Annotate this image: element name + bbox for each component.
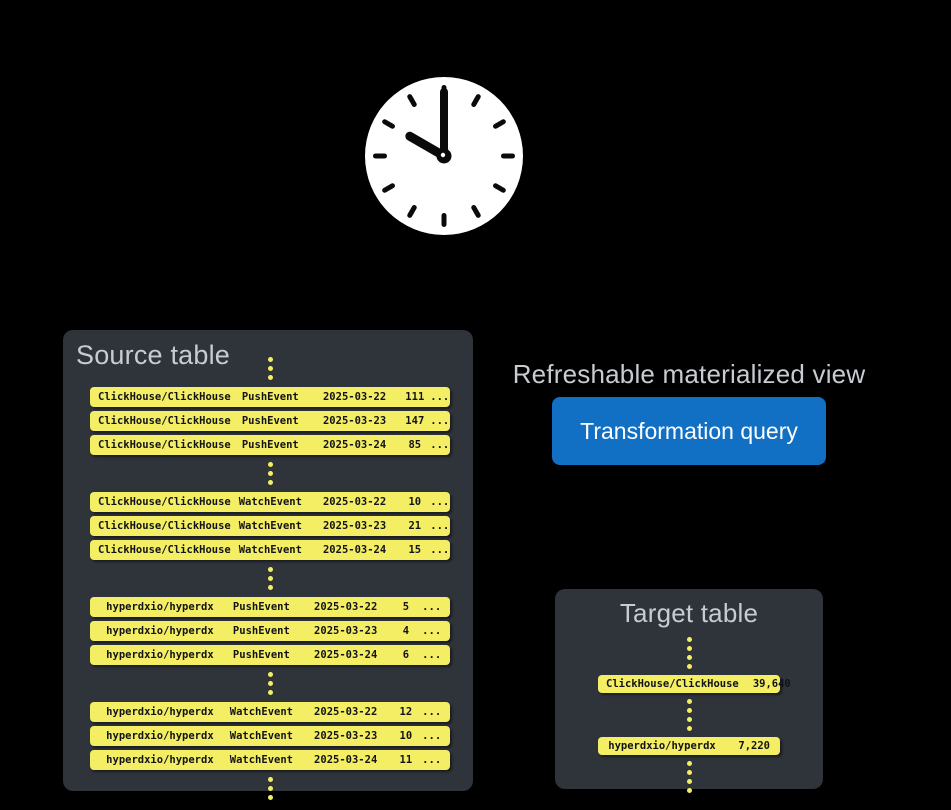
cell-repo: hyperdxio/hyperdx [106, 754, 214, 766]
source-row: ClickHouse/ClickHouse PushEvent 2025-03-… [90, 435, 450, 455]
cell-date: 2025-03-22 [322, 391, 387, 403]
ellipsis-dots [267, 355, 273, 382]
cell-date: 2025-03-22 [314, 706, 378, 718]
cell-more: ... [422, 601, 442, 613]
source-row: hyperdxio/hyperdx PushEvent 2025-03-24 6… [90, 645, 450, 665]
cell-count: 10 [399, 730, 413, 742]
source-row: hyperdxio/hyperdx WatchEvent 2025-03-24 … [90, 750, 450, 770]
source-row: ClickHouse/ClickHouse WatchEvent 2025-03… [90, 492, 450, 512]
ellipsis-dots [267, 670, 273, 697]
cell-date: 2025-03-24 [322, 439, 387, 451]
source-rows-column: ClickHouse/ClickHouse PushEvent 2025-03-… [90, 357, 450, 802]
cell-more: ... [422, 625, 442, 637]
source-row: ClickHouse/ClickHouse WatchEvent 2025-03… [90, 540, 450, 560]
cell-event: WatchEvent [229, 730, 293, 742]
cell-more: ... [430, 496, 450, 508]
clock-tick-marks [373, 85, 515, 227]
cell-date: 2025-03-24 [322, 544, 387, 556]
cell-count: 39,640 [752, 678, 791, 690]
cell-repo: ClickHouse/ClickHouse [98, 496, 231, 508]
cell-date: 2025-03-22 [314, 601, 378, 613]
ellipsis-dots [267, 460, 273, 487]
cell-count: 4 [402, 625, 410, 637]
cell-repo: ClickHouse/ClickHouse [606, 678, 739, 690]
cell-count: 111 [405, 391, 425, 403]
cell-more: ... [430, 415, 450, 427]
cell-repo: ClickHouse/ClickHouse [98, 391, 231, 403]
source-row: hyperdxio/hyperdx PushEvent 2025-03-23 4… [90, 621, 450, 641]
source-row: ClickHouse/ClickHouse WatchEvent 2025-03… [90, 516, 450, 536]
target-table-title: Target table [619, 598, 759, 628]
transformation-query-button[interactable]: Transformation query [552, 397, 826, 465]
cell-count: 147 [405, 415, 425, 427]
cell-repo: ClickHouse/ClickHouse [98, 544, 231, 556]
source-table-panel: Source table ClickHouse/ClickHouse PushE… [63, 330, 473, 800]
target-table-panel: Target table ClickHouse/ClickHouse 39,64… [555, 589, 823, 793]
cell-count: 11 [399, 754, 413, 766]
cell-more: ... [422, 649, 442, 661]
cell-more: ... [422, 706, 442, 718]
cell-date: 2025-03-23 [314, 625, 378, 637]
cell-event: PushEvent [232, 625, 290, 637]
cell-repo: hyperdxio/hyperdx [106, 706, 214, 718]
cell-count: 7,220 [738, 740, 770, 752]
cell-count: 10 [408, 496, 422, 508]
cell-count: 85 [408, 439, 422, 451]
clock-icon [365, 77, 523, 235]
ellipsis-dots [555, 697, 823, 733]
cell-count: 6 [402, 649, 410, 661]
cell-date: 2025-03-24 [314, 649, 378, 661]
cell-event: WatchEvent [238, 496, 302, 508]
target-row: ClickHouse/ClickHouse 39,640 [598, 675, 791, 693]
cell-repo: hyperdxio/hyperdx [106, 730, 214, 742]
cell-date: 2025-03-24 [314, 754, 378, 766]
source-row: hyperdxio/hyperdx WatchEvent 2025-03-22 … [90, 702, 450, 722]
cell-event: PushEvent [232, 649, 290, 661]
cell-event: PushEvent [232, 601, 290, 613]
ellipsis-dots [555, 635, 823, 671]
cell-repo: hyperdxio/hyperdx [106, 601, 214, 613]
source-row: hyperdxio/hyperdx WatchEvent 2025-03-23 … [90, 726, 450, 746]
source-row: hyperdxio/hyperdx PushEvent 2025-03-22 5… [90, 597, 450, 617]
target-row: hyperdxio/hyperdx 7,220 [598, 737, 780, 755]
cell-date: 2025-03-23 [314, 730, 378, 742]
cell-more: ... [422, 730, 442, 742]
cell-repo: ClickHouse/ClickHouse [98, 415, 231, 427]
cell-date: 2025-03-23 [322, 415, 387, 427]
cell-event: PushEvent [241, 415, 299, 427]
cell-event: PushEvent [241, 439, 299, 451]
materialized-view-label: Refreshable materialized view [512, 359, 866, 389]
cell-date: 2025-03-23 [322, 520, 387, 532]
cell-date: 2025-03-22 [322, 496, 387, 508]
cell-count: 12 [399, 706, 413, 718]
cell-more: ... [430, 520, 450, 532]
cell-more: ... [422, 754, 442, 766]
cell-count: 21 [408, 520, 422, 532]
cell-event: WatchEvent [238, 520, 302, 532]
cell-event: WatchEvent [229, 706, 293, 718]
ellipsis-dots [267, 565, 273, 592]
cell-repo: hyperdxio/hyperdx [106, 625, 214, 637]
cell-repo: ClickHouse/ClickHouse [98, 439, 231, 451]
source-row: ClickHouse/ClickHouse PushEvent 2025-03-… [90, 387, 450, 407]
clock-minute-hand [440, 88, 448, 162]
cell-repo: hyperdxio/hyperdx [608, 740, 716, 752]
cell-count: 5 [402, 601, 410, 613]
cell-event: WatchEvent [229, 754, 293, 766]
cell-event: WatchEvent [238, 544, 302, 556]
cell-repo: ClickHouse/ClickHouse [98, 520, 231, 532]
cell-more: ... [430, 391, 450, 403]
cell-more: ... [430, 439, 450, 451]
ellipsis-dots [555, 759, 823, 795]
source-table-title: Source table [76, 340, 230, 370]
cell-more: ... [430, 544, 450, 556]
ellipsis-dots [267, 775, 273, 802]
cell-repo: hyperdxio/hyperdx [106, 649, 214, 661]
cell-count: 15 [408, 544, 422, 556]
cell-event: PushEvent [241, 391, 299, 403]
source-row: ClickHouse/ClickHouse PushEvent 2025-03-… [90, 411, 450, 431]
